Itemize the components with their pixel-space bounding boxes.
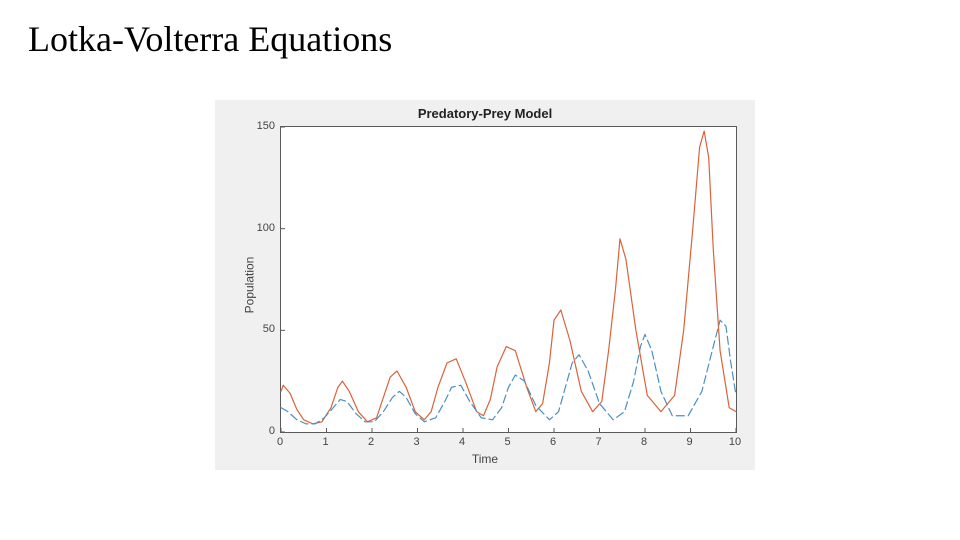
chart-ytick: 150 [235,120,275,132]
chart-series-predator [281,131,736,424]
chart-ytick: 0 [235,425,275,437]
chart-plot-area [280,126,737,433]
chart-ylabel: Population [242,257,256,314]
chart-xtick: 0 [277,436,283,448]
chart-xtick: 8 [641,436,647,448]
slide: Lotka-Volterra Equations Predatory-Prey … [0,0,960,540]
chart-ytick: 50 [235,323,275,335]
chart-ytick: 100 [235,222,275,234]
chart-figure: Predatory-Prey Model Population Time 0 1 2… [215,100,755,470]
chart-xtick: 3 [413,436,419,448]
chart-xtick: 7 [595,436,601,448]
chart-svg [281,127,736,432]
chart-xtick: 4 [459,436,465,448]
chart-xtick: 5 [504,436,510,448]
chart-xtick: 6 [550,436,556,448]
slide-title: Lotka-Volterra Equations [28,18,392,60]
chart-xlabel: Time [215,452,755,466]
chart-xtick: 1 [322,436,328,448]
chart-title: Predatory-Prey Model [215,106,755,121]
chart-xtick: 9 [686,436,692,448]
chart-xtick: 10 [729,436,741,448]
chart-series-prey [281,320,736,424]
chart-xtick: 2 [368,436,374,448]
